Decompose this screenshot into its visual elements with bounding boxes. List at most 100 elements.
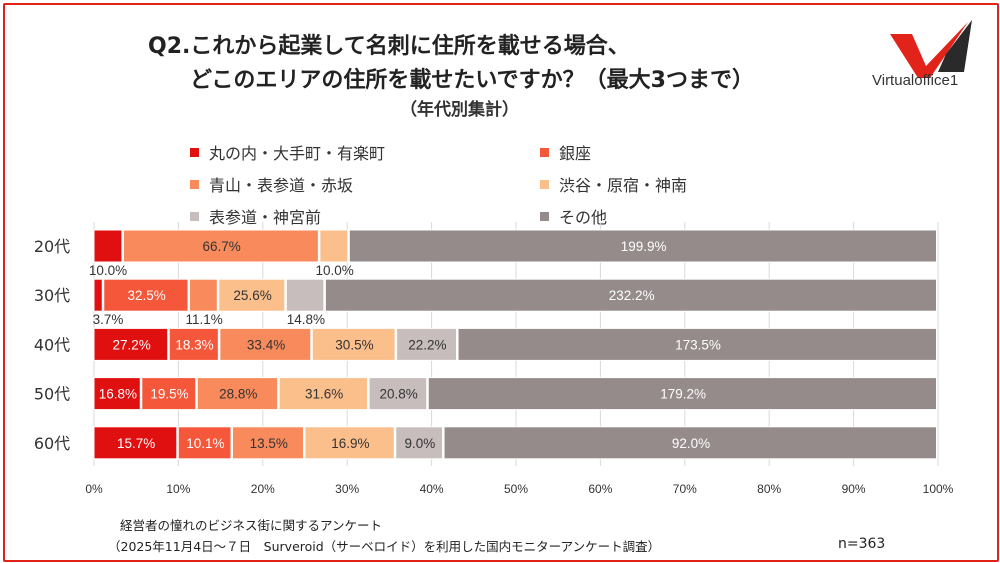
bar-segment: [219, 327, 312, 361]
data-label: 9.0%: [405, 436, 436, 451]
bar-segment: [122, 229, 319, 263]
data-label: 179.2%: [660, 387, 706, 402]
legend-swatch: [190, 147, 199, 157]
data-label: 20.8%: [380, 387, 418, 402]
page-frame: [3, 3, 999, 562]
bar-segment: [396, 327, 458, 361]
x-tick-label: 90%: [842, 482, 866, 496]
bar-segment: [443, 426, 937, 460]
category-label: 40代: [34, 335, 70, 354]
legend-swatch: [190, 179, 199, 189]
bar-segment: [311, 327, 396, 361]
x-tick-label: 50%: [504, 482, 528, 496]
brand-logo: [890, 20, 972, 78]
x-tick-label: 60%: [588, 482, 612, 496]
sample-size: n=363: [838, 536, 886, 552]
data-label: 30.5%: [335, 337, 373, 352]
legend-swatch: [190, 211, 199, 221]
data-label: 232.2%: [609, 288, 655, 303]
bar-segment: [427, 377, 937, 411]
bar-segment: [285, 278, 325, 312]
legend-item: 表参道・神宮前: [190, 204, 321, 228]
bar-segment: [141, 377, 197, 411]
bar-segment: [103, 278, 189, 312]
legend-label: 表参道・神宮前: [209, 208, 322, 227]
data-label: 25.6%: [233, 288, 271, 303]
bar-segment: [368, 377, 428, 411]
x-tick-label: 40%: [420, 482, 444, 496]
survey-name: 経営者の憧れのビジネス街に関するアンケート: [120, 518, 383, 533]
bar-segment: [189, 278, 218, 312]
bar-segment: [93, 426, 178, 460]
bar-segment: [93, 327, 169, 361]
bar-segment: [278, 377, 369, 411]
bar-segment: [232, 426, 305, 460]
chart-title-line2: どこのエリアの住所を載せたいですか？（最大3つまで）: [190, 68, 754, 93]
legend-item: 渋谷・原宿・神南: [540, 172, 687, 196]
bar-segment: [457, 327, 937, 361]
data-label: 33.4%: [247, 337, 285, 352]
legend-swatch: [540, 211, 549, 221]
x-tick-label: 30%: [335, 482, 359, 496]
bar-segment: [395, 426, 444, 460]
data-label: 18.3%: [175, 337, 213, 352]
legend-item: 銀座: [540, 140, 591, 164]
legend-swatch: [540, 179, 549, 189]
bar-segment: [218, 278, 286, 312]
data-label: 16.9%: [331, 436, 369, 451]
data-label: 22.2%: [408, 337, 446, 352]
data-label: 16.8%: [99, 387, 137, 402]
data-label: 14.8%: [287, 312, 325, 327]
legend-label: 丸の内・大手町・有楽町: [209, 144, 386, 163]
data-label: 19.5%: [150, 387, 188, 402]
category-label: 50代: [34, 385, 70, 404]
bar-segment: [324, 278, 937, 312]
data-label: 28.8%: [219, 387, 257, 402]
bar-segment: [168, 327, 219, 361]
bar-segment: [196, 377, 279, 411]
data-label: 27.2%: [112, 337, 150, 352]
data-label: 10.0%: [89, 263, 127, 278]
data-label: 15.7%: [117, 436, 155, 451]
bar-segment: [348, 229, 937, 263]
data-label: 32.5%: [127, 288, 165, 303]
survey-detail: （2025年11月4日～７日 Surveroid（サーベロイド）を利用した国内モ…: [108, 539, 661, 554]
x-tick-label: 70%: [673, 482, 697, 496]
bar-segment: [93, 278, 103, 312]
bar-segment: [93, 377, 141, 411]
chart-title-line1: Q2.これから起業して名刺に住所を載せる場合、: [148, 34, 630, 59]
data-label: 11.1%: [186, 312, 223, 327]
bar-segment: [304, 426, 395, 460]
data-label: 3.7%: [93, 312, 124, 327]
legend-label: 渋谷・原宿・神南: [559, 176, 688, 195]
bar-segment: [177, 426, 232, 460]
x-tick-label: 0%: [85, 482, 103, 496]
legend-label: 青山・表参道・赤坂: [209, 176, 354, 195]
data-label: 173.5%: [675, 337, 721, 352]
category-label: 20代: [34, 237, 70, 256]
legend-swatch: [540, 147, 549, 157]
data-label: 199.9%: [621, 239, 667, 254]
bar-segment: [93, 229, 123, 263]
data-label: 31.6%: [305, 387, 343, 402]
x-tick-label: 80%: [757, 482, 781, 496]
category-label: 30代: [34, 286, 70, 305]
legend-item: 丸の内・大手町・有楽町: [190, 140, 385, 164]
legend-label: 銀座: [559, 144, 592, 163]
data-label: 92.0%: [672, 436, 710, 451]
legend-label: その他: [559, 208, 608, 227]
data-label: 10.1%: [186, 436, 224, 451]
category-label: 60代: [34, 434, 70, 453]
x-tick-label: 10%: [166, 482, 190, 496]
data-label: 13.5%: [250, 436, 288, 451]
x-tick-label: 100%: [923, 482, 954, 496]
x-tick-label: 20%: [251, 482, 275, 496]
data-label: 66.7%: [203, 239, 241, 254]
bar-segment: [319, 229, 349, 263]
legend-item: 青山・表参道・赤坂: [190, 172, 353, 196]
data-label: 10.0%: [315, 263, 353, 278]
chart-subtitle: （年代別集計）: [400, 100, 519, 120]
legend-item: その他: [540, 204, 607, 228]
brand-name: Virtualoffice1: [872, 72, 959, 89]
